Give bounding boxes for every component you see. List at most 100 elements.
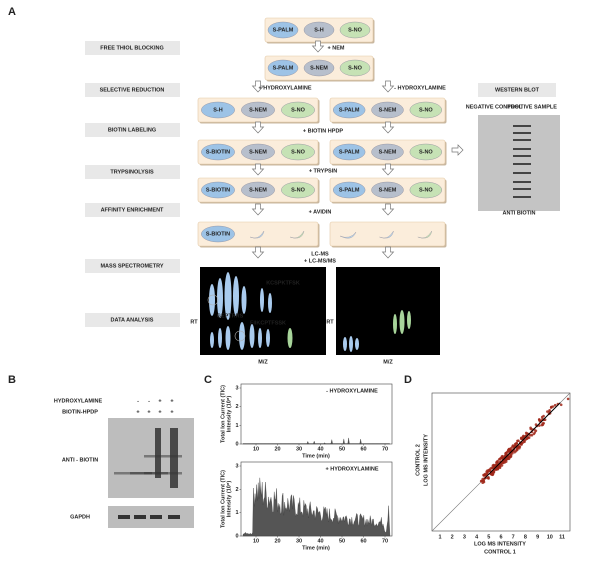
label: - (148, 398, 150, 404)
capsule (303, 21, 335, 39)
y-tick-label: 3 (235, 463, 238, 469)
scatter-point (492, 463, 496, 467)
label: + NEM (328, 45, 345, 51)
label: S-NEM (249, 107, 267, 113)
x-tick-label: 30 (296, 446, 302, 452)
smear (155, 428, 161, 478)
label: S-NO (291, 187, 305, 193)
highlight (207, 294, 219, 306)
x-tick-label: 70 (382, 538, 388, 544)
band (513, 155, 531, 157)
band (513, 139, 531, 141)
label: S-BIOTIN (206, 231, 230, 237)
scatter-point (540, 415, 544, 419)
capsule (267, 21, 299, 39)
ms-spot (258, 328, 262, 348)
scatter-point (566, 397, 570, 401)
label: BIOTIN-HPDP (62, 409, 98, 415)
label: S-NEM (379, 149, 397, 155)
scatter-point (495, 461, 498, 464)
band (134, 515, 146, 519)
label: S-NO (291, 149, 305, 155)
capsule (332, 101, 366, 119)
smear (170, 428, 178, 488)
band (168, 515, 180, 519)
panel-label: B (8, 374, 16, 386)
x-tick-label: 7 (512, 534, 515, 540)
panel-label: C (204, 374, 212, 386)
ms-spot (399, 310, 405, 334)
x-tick-label: 40 (317, 446, 323, 452)
label: AFFINITY ENRICHMENT (101, 207, 164, 213)
scatter-point (509, 455, 513, 458)
capsule (303, 59, 335, 77)
arrow (381, 203, 395, 216)
y-tick-label: 0 (235, 533, 238, 539)
scatter-point (529, 427, 533, 431)
label: Total Ion Current (TIC) (220, 385, 226, 443)
scatter-point (526, 432, 529, 435)
scatter-point (524, 438, 527, 442)
scatter-point (481, 477, 485, 481)
scatter-point (507, 449, 510, 453)
band (513, 148, 531, 150)
x-tick-label: 50 (339, 538, 345, 544)
scatter-point (517, 439, 520, 443)
label: Time (min) (302, 545, 330, 551)
label: GAPDH (70, 514, 90, 520)
ms-spot (355, 338, 359, 350)
label: GEPTRRS (217, 313, 244, 319)
scatter-point (482, 480, 486, 484)
label: ANTI - BIOTIN (62, 457, 98, 463)
capsule (371, 181, 404, 199)
arrow (381, 163, 395, 176)
y-tick-label: 2 (235, 404, 238, 410)
capsule (339, 59, 371, 77)
arrow (451, 144, 464, 156)
scatter-point (532, 432, 536, 436)
capsule (201, 181, 235, 199)
capsule (371, 143, 404, 161)
label: DATA ANALYSIS (111, 317, 154, 323)
arrow (381, 246, 395, 259)
label: - HYDROXYLAMINE (394, 85, 446, 91)
scatter-point (546, 410, 549, 413)
scatter-point (504, 452, 507, 456)
scatter-point (498, 465, 501, 468)
ms-spot (217, 278, 223, 318)
capsule (241, 101, 275, 119)
scatter-point (505, 458, 508, 461)
scatter-point (541, 423, 545, 427)
arrow (251, 246, 265, 259)
step-box (85, 83, 180, 97)
fragment (289, 230, 305, 239)
x-tick-label: 6 (499, 534, 502, 540)
scatter-point (530, 433, 534, 437)
label: S-PALM (273, 65, 294, 71)
label: ANTI BIOTIN (503, 210, 536, 216)
scatter-point (491, 472, 495, 476)
label: SELECTIVE REDUCTION (100, 87, 165, 93)
label: FREE THIOL BLOCKING (100, 45, 163, 51)
label: M/Z (258, 359, 268, 365)
label: MASS SPECTROMETRY (100, 263, 163, 269)
x-tick-label: 50 (339, 446, 345, 452)
ms-spot (233, 276, 239, 316)
label: FIIKCPTFSSK (250, 320, 286, 326)
label: S-NO (419, 107, 433, 113)
x-tick-label: 40 (317, 538, 323, 544)
ms-spot (225, 326, 231, 350)
step-box (85, 165, 180, 179)
arrow (381, 80, 395, 93)
label: + (147, 409, 150, 415)
label: + (136, 409, 139, 415)
tic-trace (242, 437, 391, 445)
label: S-BIOTIN (206, 149, 230, 155)
scatter-point (479, 479, 483, 483)
tic-trace (242, 477, 391, 537)
label: LOG MS INTENSITY (474, 541, 526, 547)
label: Intensity (10⁸) (226, 481, 232, 518)
label: TRYPSINOLYSIS (110, 169, 154, 175)
label: CONTROL 2 (415, 444, 421, 476)
